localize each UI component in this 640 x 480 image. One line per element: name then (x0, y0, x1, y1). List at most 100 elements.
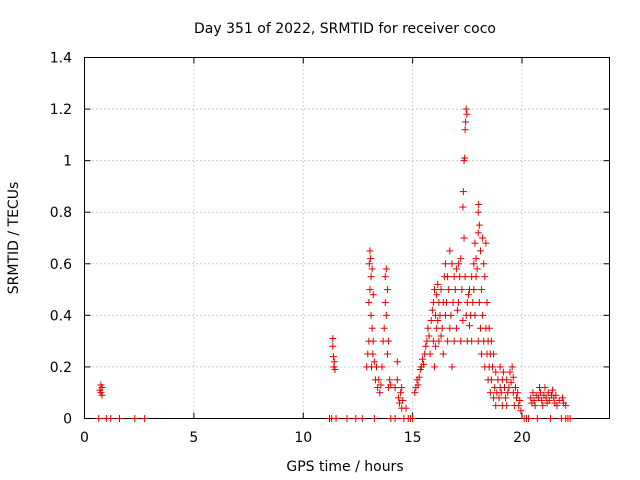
grid-lines (84, 57, 610, 419)
data-point (531, 402, 539, 410)
data-point (487, 337, 495, 345)
data-point (358, 415, 366, 422)
data-point (369, 350, 377, 358)
data-point (394, 394, 402, 402)
data-point (451, 286, 459, 294)
data-point (378, 363, 386, 371)
data-point (329, 342, 337, 350)
data-point (481, 273, 489, 281)
x-tick-label: 0 (80, 430, 89, 446)
data-point (381, 298, 389, 306)
data-point (420, 360, 428, 368)
data-point (352, 415, 360, 422)
data-point (386, 376, 394, 384)
data-point (383, 350, 391, 358)
data-point (461, 273, 469, 281)
data-point (424, 324, 432, 332)
data-point (414, 381, 422, 389)
data-point (431, 286, 438, 294)
data-point (399, 396, 407, 404)
data-point (515, 402, 523, 410)
y-tick-label: 1 (63, 154, 72, 170)
data-point (488, 363, 496, 371)
data-point (506, 368, 514, 376)
data-point (472, 273, 480, 281)
data-point (450, 337, 458, 345)
data-point (383, 286, 391, 294)
data-point (365, 260, 373, 268)
data-point (462, 105, 470, 113)
data-point (446, 247, 454, 255)
data-point (541, 384, 549, 392)
data-point (423, 337, 431, 345)
data-point (343, 415, 351, 422)
data-point (485, 324, 493, 332)
data-point (471, 239, 479, 247)
data-point (433, 291, 441, 299)
data-point (448, 260, 456, 268)
data-point (538, 396, 546, 404)
data-point (329, 335, 337, 343)
data-point (461, 126, 469, 134)
data-point (387, 381, 395, 389)
y-axis-label: SRMTID / TECUs (6, 182, 22, 295)
data-point (505, 384, 513, 392)
data-point (375, 376, 383, 384)
data-point (509, 373, 517, 381)
data-point (370, 358, 378, 366)
axis-ticks (84, 57, 610, 419)
data-point (332, 415, 340, 422)
data-point (434, 280, 442, 288)
data-point (370, 415, 378, 422)
data-point (459, 203, 467, 211)
data-point (511, 384, 519, 392)
x-tick-label: 15 (404, 430, 422, 446)
data-point (546, 415, 554, 422)
data-point (549, 386, 557, 394)
data-point (366, 247, 374, 255)
data-point (422, 342, 430, 350)
data-point (391, 415, 399, 422)
data-point (377, 381, 385, 389)
data-point (439, 350, 447, 358)
data-point (470, 260, 478, 268)
data-point (496, 363, 504, 371)
data-point (474, 229, 482, 237)
data-point (486, 389, 494, 397)
data-point (562, 402, 570, 410)
data-point (471, 311, 479, 319)
data-point (483, 298, 491, 306)
data-point (457, 337, 465, 345)
data-point (517, 407, 525, 415)
y-tick-label: 0.8 (50, 205, 72, 221)
data-point (475, 221, 483, 229)
data-point (369, 337, 377, 345)
axis-tick-labels: 0 5 10 15 20 0 0.2 0.4 0.6 0.8 1 1.2 1.4 (50, 51, 531, 447)
data-point (434, 317, 442, 325)
data-point (459, 188, 467, 196)
data-point (131, 415, 139, 422)
data-point (426, 350, 434, 358)
data-point (368, 324, 376, 332)
y-tick-label: 0.4 (50, 308, 72, 324)
data-point (453, 306, 461, 314)
data-point (507, 378, 515, 386)
data-point (444, 337, 452, 345)
data-point (476, 247, 484, 255)
data-point (516, 396, 524, 404)
data-point (545, 396, 553, 404)
data-point (492, 402, 500, 410)
data-point (98, 391, 106, 399)
data-point (438, 324, 446, 332)
y-tick-label: 0 (63, 412, 72, 428)
x-axis-label: GPS time / hours (286, 459, 403, 475)
data-point (499, 368, 507, 376)
data-point (552, 391, 560, 399)
data-point (461, 154, 469, 162)
data-point (553, 402, 561, 410)
data-point (497, 389, 505, 397)
data-point (474, 208, 482, 216)
data-point (479, 234, 487, 242)
data-point (428, 306, 436, 314)
data-point (446, 324, 454, 332)
